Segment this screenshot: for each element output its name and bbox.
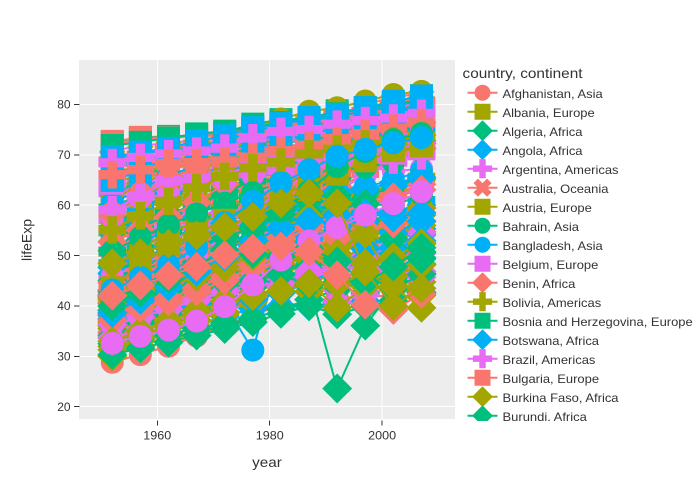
svg-text:Botswana, Africa: Botswana, Africa [503, 334, 600, 348]
svg-text:2000: 2000 [368, 428, 396, 442]
svg-text:Burundi, Africa: Burundi, Africa [503, 410, 588, 424]
svg-text:Bosnia and Herzegovina, Europe: Bosnia and Herzegovina, Europe [503, 315, 694, 329]
svg-text:country, continent: country, continent [463, 65, 583, 81]
svg-text:Argentina, Americas: Argentina, Americas [503, 163, 619, 177]
svg-text:year: year [252, 454, 282, 470]
svg-text:lifeExp: lifeExp [19, 219, 35, 261]
svg-text:Bangladesh, Asia: Bangladesh, Asia [503, 239, 604, 253]
svg-text:20: 20 [57, 400, 71, 414]
svg-text:Angola, Africa: Angola, Africa [503, 144, 583, 158]
svg-text:Austria, Europe: Austria, Europe [503, 201, 593, 215]
svg-text:Algeria, Africa: Algeria, Africa [503, 125, 583, 139]
svg-text:Afghanistan, Asia: Afghanistan, Asia [503, 87, 604, 101]
svg-text:Bolivia, Americas: Bolivia, Americas [503, 296, 602, 310]
svg-text:Brazil, Americas: Brazil, Americas [503, 353, 596, 367]
svg-text:Cambodia, Asia: Cambodia, Asia [503, 429, 594, 443]
svg-text:60: 60 [57, 198, 71, 212]
svg-text:Albania, Europe: Albania, Europe [503, 106, 596, 120]
svg-text:Australia, Oceania: Australia, Oceania [503, 182, 609, 196]
svg-text:30: 30 [57, 349, 71, 363]
svg-text:1980: 1980 [256, 428, 284, 442]
svg-text:50: 50 [57, 249, 71, 263]
svg-text:70: 70 [57, 148, 71, 162]
svg-text:80: 80 [57, 98, 71, 112]
svg-text:Benin, Africa: Benin, Africa [503, 277, 576, 291]
svg-text:Burkina Faso, Africa: Burkina Faso, Africa [503, 391, 619, 405]
svg-text:Belgium, Europe: Belgium, Europe [503, 258, 599, 272]
svg-text:1960: 1960 [143, 428, 171, 442]
svg-text:Bahrain, Asia: Bahrain, Asia [503, 220, 580, 234]
svg-text:Bulgaria, Europe: Bulgaria, Europe [503, 372, 600, 386]
svg-text:40: 40 [57, 299, 71, 313]
